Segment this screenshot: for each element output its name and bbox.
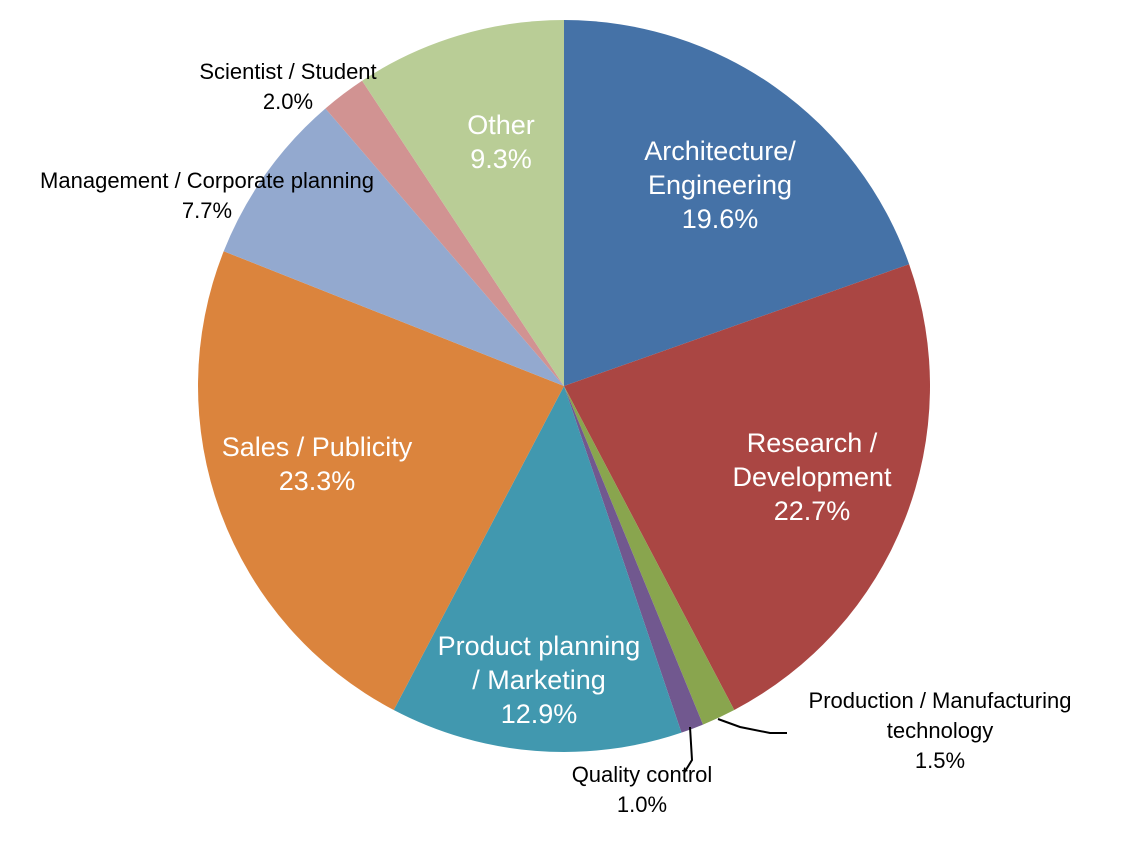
- pie-slice-sales-publicity: [198, 251, 565, 710]
- slice-category-label: Sales / Publicity: [222, 432, 413, 462]
- slice-category-label: Engineering: [648, 170, 792, 200]
- pie-slice-other: [362, 20, 564, 386]
- slice-value-label: 2.0%: [263, 89, 313, 114]
- slice-category-label: Research /: [747, 428, 878, 458]
- leader-line-quality-control: [683, 726, 694, 774]
- slice-category-label: Quality control: [572, 762, 713, 787]
- leader-line-production-manufacturing-technology: [717, 718, 787, 734]
- pie-slice-production-manufacturing-technology: [564, 386, 735, 725]
- slice-label-research-development: Research / Development 22.7%: [732, 428, 892, 526]
- slice-category-label: technology: [887, 718, 993, 743]
- slice-category-label: Scientist / Student: [199, 59, 376, 84]
- slice-label-sales-publicity: Sales / Publicity 23.3%: [222, 432, 413, 496]
- slice-label-scientist-student: Scientist / Student 2.0%: [199, 59, 376, 114]
- slice-label-architecture-engineering: Architecture/Engineering 19.6%: [644, 136, 796, 234]
- slice-label-other: Other 9.3%: [467, 110, 535, 174]
- slice-value-label: 1.0%: [617, 792, 667, 817]
- pie-slice-architecture-engineering: [564, 20, 910, 386]
- slice-category-label: Management / Corporate planning: [40, 168, 374, 193]
- pie-slices: [198, 20, 930, 753]
- slice-category-label: Production / Manufacturing: [809, 688, 1072, 713]
- pie-slice-quality-control: [564, 386, 703, 733]
- slice-category-label: Product planning: [438, 631, 641, 661]
- leader-lines: [683, 718, 787, 774]
- slice-label-quality-control: Quality control 1.0%: [572, 762, 713, 817]
- slice-category-label: Other: [467, 110, 535, 140]
- slice-value-label: 12.9%: [501, 699, 578, 729]
- slice-label-product-planning-marketing: Product planning / Marketing 12.9%: [438, 631, 641, 729]
- pie-slice-scientist-student: [325, 80, 564, 386]
- slice-value-label: 7.7%: [182, 198, 232, 223]
- slice-label-management-corporate-planning: Management / Corporate planning 7.7%: [40, 168, 374, 223]
- slice-category-label: Development: [732, 462, 892, 492]
- slice-category-label: Architecture/: [644, 136, 796, 166]
- slice-value-label: 22.7%: [774, 496, 851, 526]
- slice-labels: Architecture/Engineering 19.6% Research / D…: [40, 59, 1071, 817]
- pie-slice-research-development: [564, 264, 930, 710]
- pie-slice-product-planning-marketing: [393, 386, 682, 753]
- slice-value-label: 19.6%: [682, 204, 759, 234]
- slice-label-production-manufacturing-technology: Production / Manufacturing technology 1.5%: [809, 688, 1072, 773]
- slice-category-label: / Marketing: [472, 665, 606, 695]
- pie-slice-management-corporate-planning: [223, 108, 564, 386]
- slice-value-label: 1.5%: [915, 748, 965, 773]
- slice-value-label: 23.3%: [279, 466, 356, 496]
- slice-value-label: 9.3%: [470, 144, 532, 174]
